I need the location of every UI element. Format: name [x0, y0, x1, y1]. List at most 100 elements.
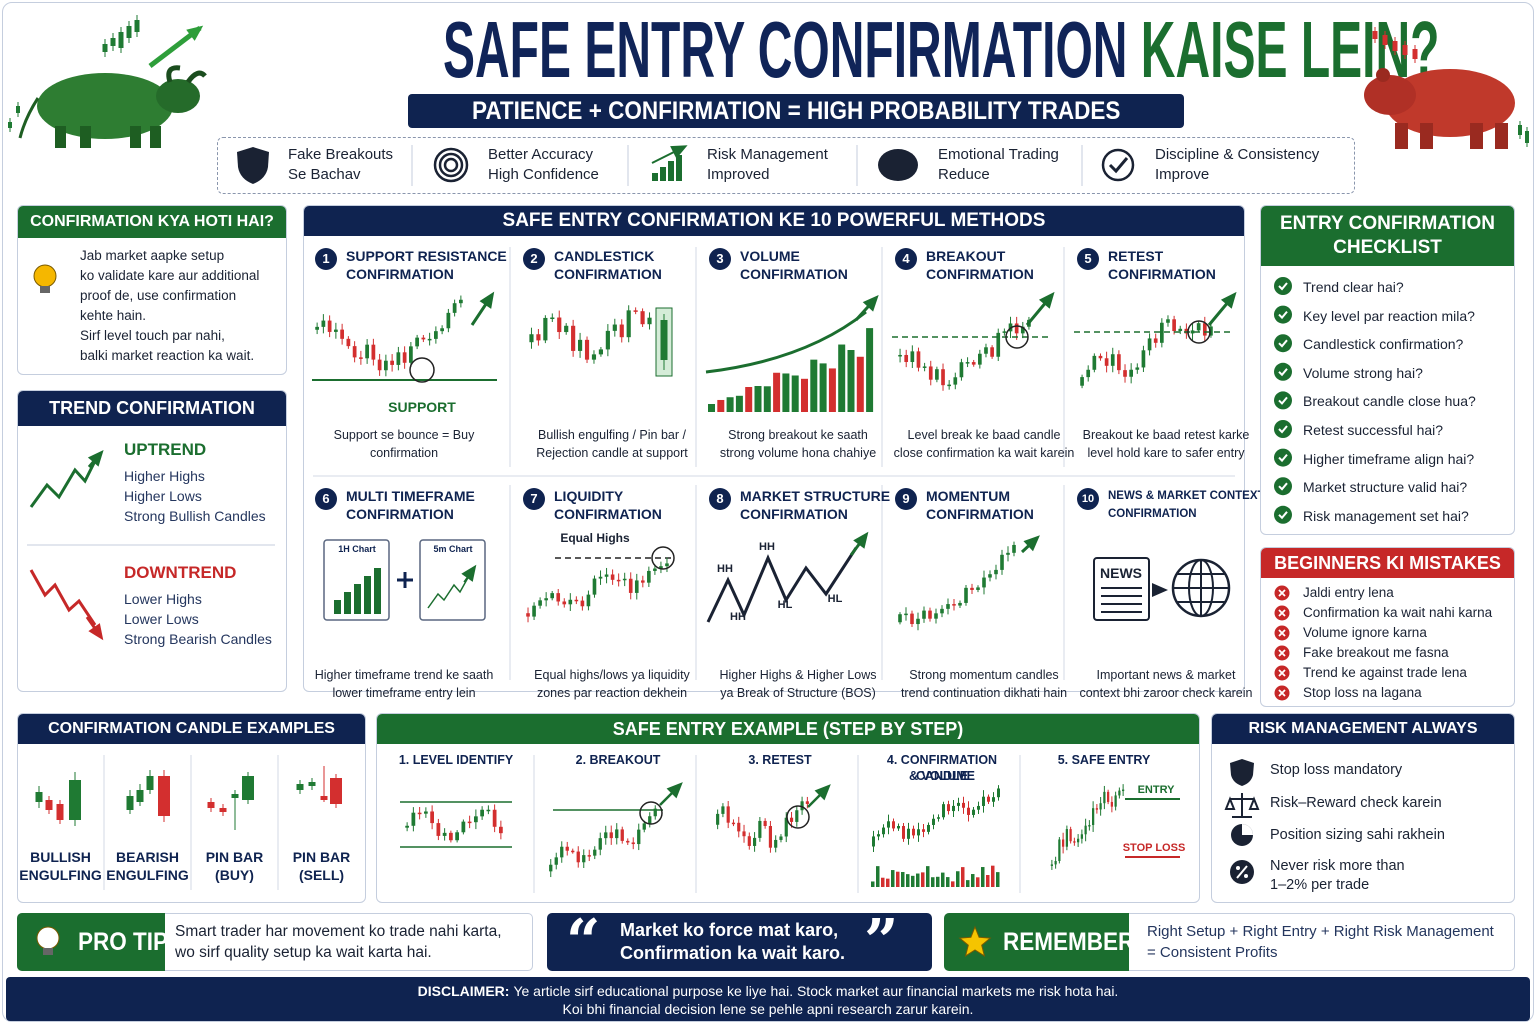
- candle-body: [134, 20, 140, 32]
- target-icon: [433, 147, 469, 183]
- volume-bar: [763, 386, 771, 412]
- label: HH: [730, 611, 746, 623]
- check-icon: [1274, 362, 1292, 381]
- illustration: [313, 247, 1235, 680]
- candle-body: [1088, 825, 1091, 827]
- illustration: [33, 264, 57, 293]
- subtitle-bar: PATIENCE + CONFIRMATION = HIGH PROBABILI…: [408, 94, 1184, 128]
- candle-body: [972, 809, 975, 815]
- globe: [1173, 560, 1229, 616]
- volume-bar: [936, 876, 940, 887]
- caption: Important news & market: [1096, 668, 1236, 682]
- candle-body: [1141, 350, 1146, 368]
- panel-title: CONFIRMATION KYA HOTI HAI?: [30, 213, 274, 230]
- method-number: 6: [315, 488, 337, 510]
- text: Trend ke against trade lena: [1303, 665, 1467, 680]
- candle-body: [550, 317, 555, 320]
- disclaimer-line: Koi bhi financial decision lene se pehle…: [562, 1001, 974, 1017]
- volume-bar: [971, 874, 975, 887]
- candle-body: [571, 325, 576, 351]
- candle-body: [56, 804, 64, 820]
- method-number: 3: [709, 248, 731, 270]
- check-mark: [1278, 453, 1288, 463]
- volume-bar: [801, 378, 808, 412]
- text: Confirmation ka wait nahi karna: [1303, 605, 1493, 620]
- candle-body: [758, 820, 762, 838]
- illustration: [1224, 759, 1260, 884]
- check-icon: [1274, 420, 1292, 438]
- caption: Higher Highs & Higher Lows: [719, 668, 877, 682]
- text: = Consistent Profits: [1147, 944, 1278, 961]
- candle-body: [427, 338, 432, 341]
- caption: close confirmation ka wait karein: [893, 446, 1075, 460]
- candle-body: [622, 578, 627, 581]
- candle-label: ENGULFING: [106, 867, 189, 883]
- candle-body: [620, 829, 624, 841]
- candle-body: [916, 618, 920, 625]
- candle-body: [953, 377, 958, 385]
- candle-body: [565, 846, 569, 851]
- candle-body: [932, 818, 935, 825]
- candle-body: [927, 824, 930, 832]
- candle-body: [587, 855, 591, 857]
- text: CONFIRMATION: [740, 266, 848, 282]
- volume-bar: [856, 356, 864, 412]
- candle-body: [16, 106, 20, 113]
- text: Right Setup + Right Entry + Right Risk M…: [1147, 923, 1494, 940]
- text: CONFIRMATION: [1108, 508, 1197, 520]
- method-number: 5: [1077, 248, 1099, 270]
- text: NEWS & MARKET CONTEXT: [1108, 490, 1265, 502]
- candle-body: [805, 801, 809, 804]
- candle-body: [928, 610, 932, 619]
- text: DOWNTREND: [124, 563, 237, 582]
- candle-body: [440, 328, 444, 332]
- candle-body: [449, 832, 453, 841]
- highlight-ring: [786, 805, 810, 829]
- candle-body: [1196, 323, 1201, 331]
- volume-bar: [871, 881, 875, 887]
- bull-horn: [166, 65, 207, 84]
- candle-body: [988, 574, 992, 578]
- candle-body: [626, 310, 631, 338]
- candle-body: [937, 817, 940, 819]
- illustration: [549, 782, 683, 878]
- bear-leg: [1420, 123, 1433, 149]
- candle-body: [550, 593, 554, 599]
- candle-body: [997, 788, 1000, 798]
- illustration: [1274, 277, 1292, 524]
- check-mark: [1278, 482, 1288, 491]
- candle-body: [784, 817, 788, 837]
- candle-body: [417, 812, 422, 815]
- candle-body: [424, 811, 428, 814]
- text: Volume ignore karna: [1303, 625, 1427, 640]
- candle-body: [892, 821, 895, 829]
- text: LIQUIDITY: [554, 488, 624, 504]
- subtitle: PATIENCE + CONFIRMATION = HIGH PROBABILI…: [471, 97, 1121, 125]
- candle-body: [1054, 860, 1057, 865]
- label: Equal Highs: [560, 531, 630, 545]
- candle-body: [946, 604, 950, 609]
- arrow-head: [87, 449, 104, 467]
- candle-body: [935, 369, 939, 380]
- candle-body: [1110, 354, 1115, 366]
- candle-body: [455, 832, 459, 841]
- candle-body: [637, 829, 641, 845]
- candle-body: [958, 602, 962, 606]
- disclaimer-line: DISCLAIMER: Ye article sirf educational p…: [6, 983, 1530, 1000]
- candle-body: [1372, 31, 1378, 39]
- candle-body: [1062, 839, 1065, 847]
- pie-slice: [1242, 824, 1253, 835]
- caption: Higher timeframe trend ke saath: [314, 668, 494, 682]
- candle-body: [882, 827, 885, 835]
- candle-body: [642, 823, 646, 830]
- volume-bar: [926, 866, 930, 887]
- step-label: 4. CONFIRMATION CANDLE: [886, 753, 998, 783]
- shield-icon: [237, 147, 269, 184]
- text: Strong Bearish Candles: [124, 631, 272, 647]
- candle-body: [536, 334, 541, 341]
- candle-body: [549, 864, 553, 872]
- panel-title: TREND CONFIRMATION: [49, 398, 255, 419]
- candle-body: [634, 580, 639, 593]
- uptrend-line: [29, 456, 99, 508]
- text: Retest successful hai?: [1303, 422, 1444, 438]
